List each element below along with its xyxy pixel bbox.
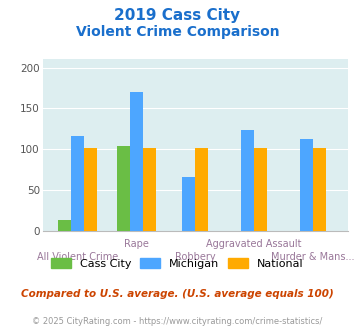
Bar bbox=[71, 136, 84, 231]
Text: Murder & Mans...: Murder & Mans... bbox=[271, 252, 354, 262]
Text: Robbery: Robbery bbox=[175, 252, 215, 262]
Bar bbox=[195, 148, 208, 231]
Bar bbox=[313, 148, 326, 231]
Text: 2019 Cass City: 2019 Cass City bbox=[114, 8, 241, 23]
Text: All Violent Crime: All Violent Crime bbox=[37, 252, 119, 262]
Text: Violent Crime Comparison: Violent Crime Comparison bbox=[76, 25, 279, 39]
Bar bbox=[84, 148, 97, 231]
Bar bbox=[117, 146, 130, 231]
Bar bbox=[59, 220, 71, 231]
Legend: Cass City, Michigan, National: Cass City, Michigan, National bbox=[51, 258, 304, 269]
Bar bbox=[143, 148, 156, 231]
Bar bbox=[300, 140, 313, 231]
Bar bbox=[182, 177, 195, 231]
Text: Compared to U.S. average. (U.S. average equals 100): Compared to U.S. average. (U.S. average … bbox=[21, 289, 334, 299]
Text: © 2025 CityRating.com - https://www.cityrating.com/crime-statistics/: © 2025 CityRating.com - https://www.city… bbox=[32, 317, 323, 326]
Text: Aggravated Assault: Aggravated Assault bbox=[206, 239, 302, 249]
Text: Rape: Rape bbox=[124, 239, 149, 249]
Bar bbox=[241, 130, 254, 231]
Bar bbox=[130, 92, 143, 231]
Bar bbox=[254, 148, 267, 231]
